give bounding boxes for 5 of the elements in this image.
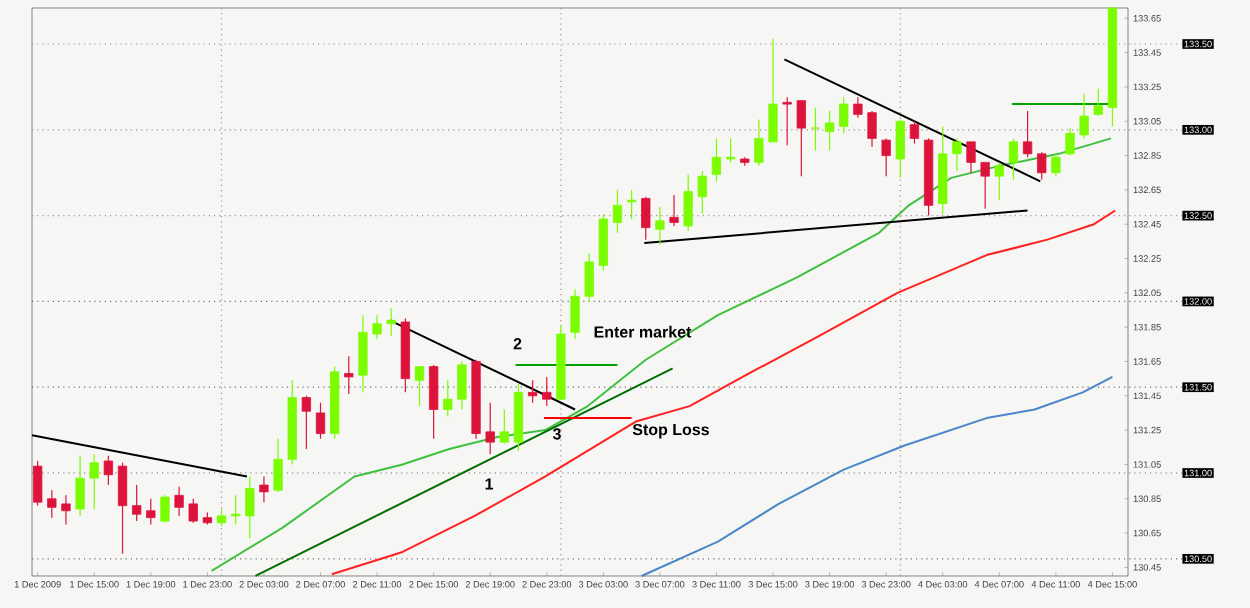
annotation: 3 xyxy=(552,428,561,440)
annotation: 2 xyxy=(513,338,522,350)
annotation: Stop Loss xyxy=(632,423,709,439)
annotation: 1 xyxy=(485,478,494,490)
annotation: Enter market xyxy=(594,325,692,338)
